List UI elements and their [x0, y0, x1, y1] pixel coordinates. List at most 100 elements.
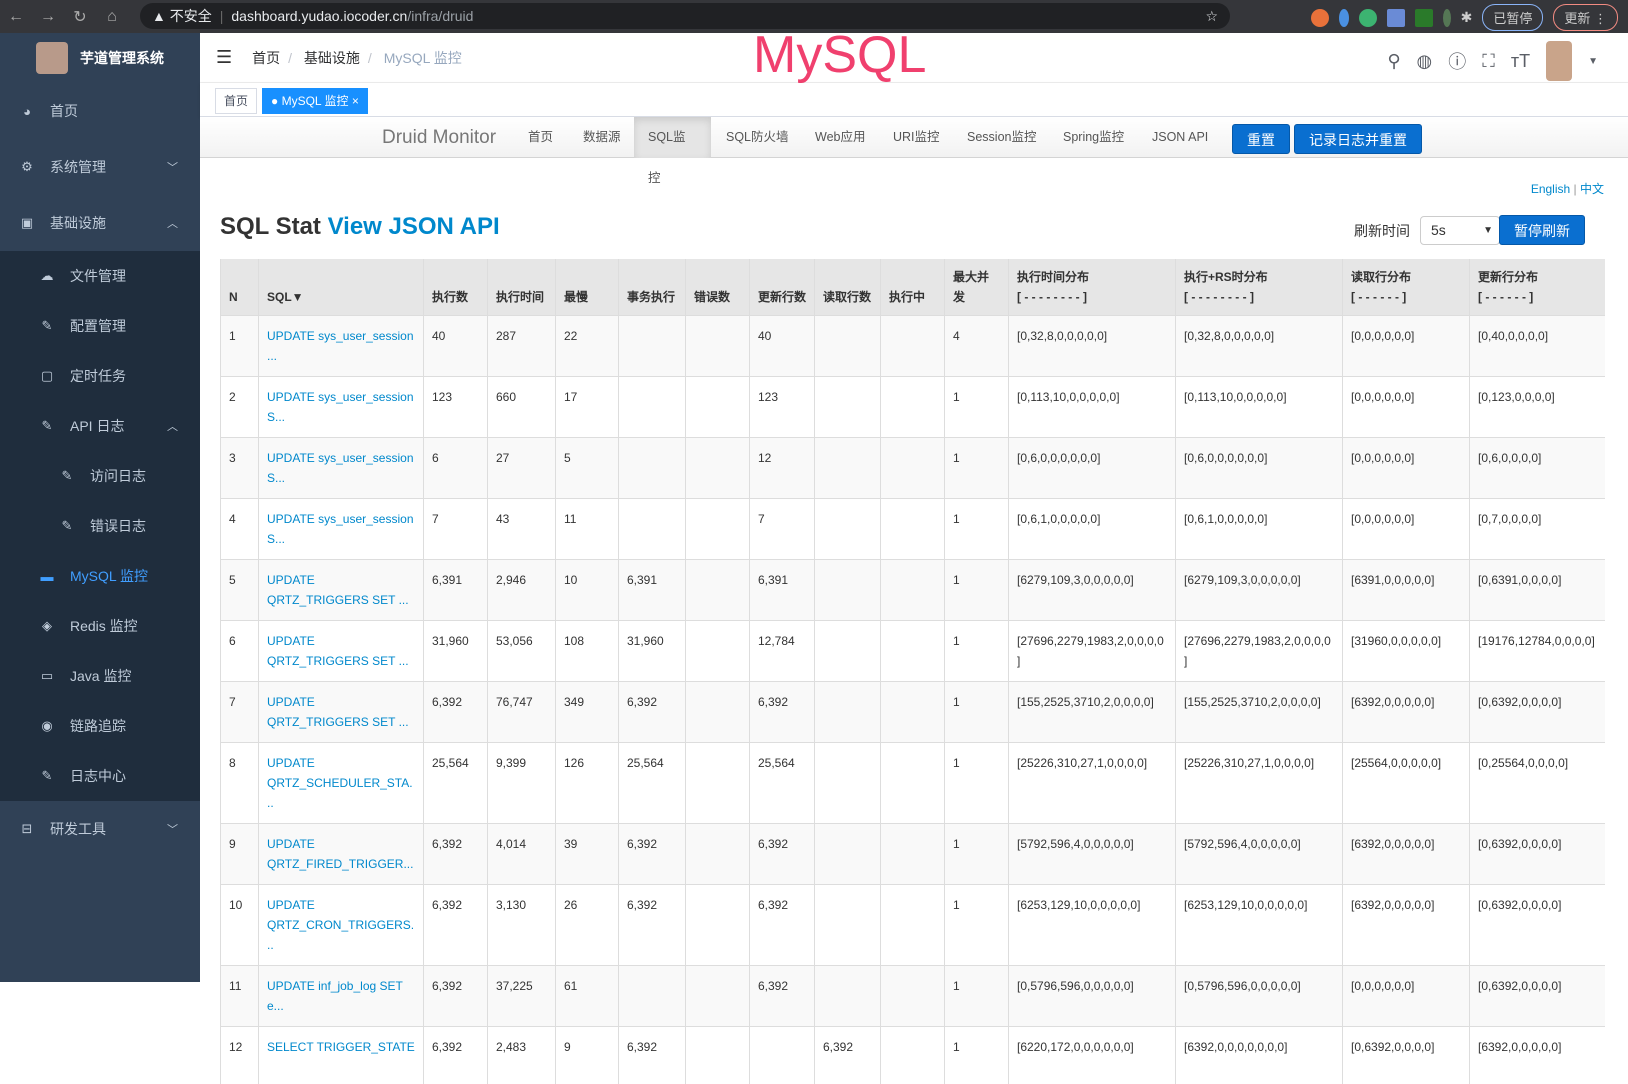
- sidebar-item-tools[interactable]: ⊟ 研发工具 ﹀: [21, 821, 178, 837]
- table-cell: [0,6,0,0,0,0,0,0]: [1008, 437, 1176, 499]
- druid-nav-wall[interactable]: SQL防火墙: [726, 130, 789, 144]
- table-cell: [155,2525,3710,2,0,0,0,0]: [1008, 681, 1176, 743]
- table-cell: 1: [944, 376, 1009, 438]
- column-header[interactable]: SQL▼: [258, 259, 424, 316]
- star-icon[interactable]: ☆: [1205, 7, 1218, 24]
- table-cell: 123: [423, 376, 488, 438]
- chinese-link[interactable]: 中文: [1579, 182, 1604, 196]
- sql-link[interactable]: SELECT TRIGGER_STATE: [267, 1040, 415, 1054]
- sidebar: 芋道管理系统 ◕ 首页 ⚙ 系统管理 ﹀ ▣ 基础设施 ︿ ☁ 文件管理 ✎ 配置管理 ▢ 定时…: [0, 33, 200, 982]
- avatar[interactable]: [1546, 41, 1573, 81]
- sql-link[interactable]: UPDATE QRTZ_TRIGGERS SET ...: [267, 695, 409, 729]
- sidebar-item-java[interactable]: ▭ Java 监控: [40, 668, 132, 684]
- breadcrumb-infra[interactable]: 基础设施: [303, 49, 360, 66]
- github-icon[interactable]: ◍: [1416, 50, 1433, 71]
- column-header: 最大并发: [944, 259, 1009, 316]
- tag-mysql[interactable]: ● MySQL 监控 ×: [262, 88, 368, 114]
- table-cell: UPDATE inf_job_log SET e...: [258, 965, 424, 1027]
- sidebar-item-config[interactable]: ✎ 配置管理: [41, 318, 126, 334]
- table-cell: 6,392: [423, 1026, 488, 1084]
- sidebar-item-mysql[interactable]: ▬ MySQL 监控: [40, 568, 149, 584]
- caret-down-icon[interactable]: ▼: [1588, 55, 1598, 67]
- extension-icon[interactable]: [1310, 8, 1329, 27]
- extension-icon[interactable]: [1414, 8, 1433, 27]
- table-cell: 1: [220, 315, 259, 377]
- druid-brand[interactable]: Druid Monitor: [382, 127, 497, 148]
- breadcrumb: 首页 / 基础设施 / MySQL 监控: [252, 49, 462, 66]
- druid-nav-spring[interactable]: Spring监控: [1063, 130, 1125, 144]
- breadcrumb-home[interactable]: 首页: [252, 49, 281, 66]
- druid-nav-sql[interactable]: SQL监控: [634, 117, 711, 185]
- sidebar-item-infra[interactable]: ▣ 基础设施 ︿: [20, 215, 178, 231]
- table-cell: [685, 559, 750, 621]
- table-cell: [880, 620, 945, 682]
- sql-link[interactable]: UPDATE QRTZ_FIRED_TRIGGER...: [267, 837, 414, 871]
- sidebar-item-job[interactable]: ▢ 定时任务: [40, 368, 126, 384]
- tag-home[interactable]: 首页: [215, 88, 258, 114]
- table-cell: [814, 437, 881, 499]
- reload-icon[interactable]: ↻: [73, 8, 87, 26]
- sql-link[interactable]: UPDATE QRTZ_TRIGGERS SET ...: [267, 573, 409, 607]
- upload-icon: ☁: [40, 268, 54, 283]
- help-icon[interactable]: ⓘ: [1448, 52, 1467, 72]
- sidebar-item-access-log[interactable]: ✎ 访问日志: [61, 468, 146, 484]
- sidebar-logo[interactable]: 芋道管理系统: [0, 33, 200, 83]
- table-cell: 6,391: [618, 559, 686, 621]
- sql-link[interactable]: UPDATE QRTZ_TRIGGERS SET ...: [267, 634, 409, 668]
- table-cell: [814, 965, 881, 1027]
- english-link[interactable]: English: [1530, 182, 1571, 196]
- sql-link[interactable]: UPDATE QRTZ_SCHEDULER_STA...: [267, 756, 413, 810]
- sidebar-item-system[interactable]: ⚙ 系统管理 ﹀: [21, 159, 178, 175]
- fullscreen-icon[interactable]: ⛶: [1482, 50, 1495, 71]
- sql-link[interactable]: UPDATE sys_user_session S...: [267, 512, 414, 546]
- forward-icon[interactable]: →: [40, 7, 56, 25]
- table-cell: 12: [749, 437, 815, 499]
- address-bar[interactable]: ▲ 不安全 | dashboard.yudao.iocoder.cn/infra…: [140, 3, 1230, 29]
- refresh-interval-select[interactable]: 5s ▼: [1420, 216, 1500, 245]
- search-icon[interactable]: ⚲: [1387, 50, 1401, 71]
- hamburger-icon[interactable]: ☰: [216, 47, 233, 67]
- reset-button[interactable]: 重置: [1232, 124, 1290, 154]
- sql-link[interactable]: UPDATE sys_user_session S...: [267, 390, 414, 424]
- home-icon[interactable]: ⌂: [107, 7, 117, 25]
- druid-nav-web[interactable]: Web应用: [815, 130, 866, 144]
- close-icon[interactable]: ×: [351, 94, 359, 108]
- druid-nav-home[interactable]: 首页: [528, 130, 554, 144]
- sql-link[interactable]: UPDATE sys_user_session S...: [267, 451, 414, 485]
- druid-navbar: Druid Monitor 首页 数据源 SQL监控 SQL防火墙 Web应用 …: [200, 117, 1628, 185]
- sidebar-item-file[interactable]: ☁ 文件管理: [40, 268, 127, 284]
- sql-link[interactable]: UPDATE inf_job_log SET e...: [267, 979, 403, 1013]
- table-cell: UPDATE QRTZ_TRIGGERS SET ...: [258, 620, 424, 682]
- sidebar-item-home[interactable]: ◕ 首页: [0, 83, 200, 139]
- log-reset-button[interactable]: 记录日志并重置: [1294, 124, 1422, 154]
- pause-refresh-button[interactable]: 暂停刷新: [1499, 215, 1585, 245]
- druid-nav-json[interactable]: JSON API: [1152, 130, 1209, 144]
- sidebar-item-trace[interactable]: ◉ 链路追踪: [41, 718, 126, 734]
- sidebar-item-error-log[interactable]: ✎ 错误日志: [61, 518, 146, 534]
- update-button[interactable]: 更新 ⋮: [1553, 4, 1618, 31]
- druid-nav-uri[interactable]: URI监控: [893, 130, 940, 144]
- table-row: 2 UPDATE sys_user_session S... 123 660 17 123…: [220, 376, 1605, 438]
- redis-icon: ◈: [42, 618, 52, 633]
- sql-link[interactable]: UPDATE QRTZ_CRON_TRIGGERS...: [267, 898, 415, 952]
- sidebar-item-redis[interactable]: ◈ Redis 监控: [42, 618, 138, 634]
- extension-icon[interactable]: [1386, 8, 1405, 27]
- table-cell: 1: [944, 437, 1009, 499]
- table-cell: 40: [423, 315, 488, 377]
- extension-icon[interactable]: [1442, 8, 1451, 27]
- druid-nav-datasource[interactable]: 数据源: [583, 130, 621, 144]
- druid-nav-session[interactable]: Session监控: [967, 130, 1037, 144]
- extension-icon[interactable]: [1358, 8, 1377, 27]
- table-cell: 2: [220, 376, 259, 438]
- font-size-icon[interactable]: тT: [1510, 50, 1531, 71]
- table-cell: [0,113,10,0,0,0,0,0]: [1008, 376, 1176, 438]
- sql-link[interactable]: UPDATE sys_user_session ...: [267, 329, 414, 363]
- profile-button[interactable]: 已暂停: [1482, 4, 1544, 31]
- view-json-link[interactable]: View JSON API: [327, 213, 500, 240]
- sidebar-item-log-center[interactable]: ✎ 日志中心: [41, 768, 126, 784]
- back-icon[interactable]: ←: [8, 7, 24, 25]
- extension-icon[interactable]: [1338, 8, 1349, 27]
- column-header: 更新行数: [749, 259, 815, 316]
- puzzle-icon[interactable]: ✱: [1460, 9, 1473, 25]
- sidebar-item-api-log[interactable]: ✎ API 日志 ︿: [41, 418, 178, 434]
